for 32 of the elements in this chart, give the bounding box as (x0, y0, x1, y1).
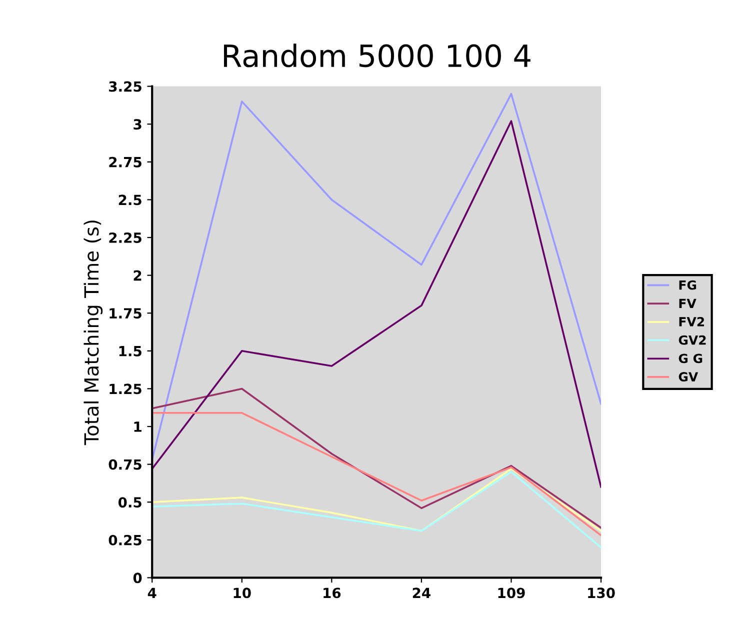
x-tick-label: 130 (588, 588, 615, 598)
y-tick-label: 2.5 (118, 194, 142, 206)
y-tick-label: 0.5 (118, 497, 142, 508)
legend-label: FV (679, 298, 696, 308)
y-tick-label: 2 (134, 270, 142, 281)
line-series (152, 412, 602, 536)
y-tick-label: 1.25 (110, 384, 142, 394)
y-tick-label: 1 (134, 422, 142, 432)
legend-label: GV (678, 372, 698, 382)
line-series (152, 388, 602, 529)
y-tick-label: 3.25 (109, 81, 142, 92)
y-tick-label: 1.75 (110, 308, 142, 319)
x-tick-label: 4 (148, 588, 156, 598)
y-tick-label: 0.25 (108, 534, 142, 546)
y-axis-title: Total Matching Time (s) (84, 220, 103, 446)
chart-title: Random 5000 100 4 (224, 44, 530, 68)
x-tick-label: 109 (498, 588, 525, 598)
x-tick-label: 24 (412, 588, 430, 598)
legend-label: G G (678, 354, 702, 364)
legend-label: GV2 (678, 335, 706, 345)
y-tick-label: 0 (133, 572, 142, 584)
line-series (152, 470, 602, 548)
legend-label: FV2 (679, 317, 704, 326)
y-tick-label: 1.5 (119, 346, 142, 356)
legend-label: FG (679, 280, 696, 290)
line-series (152, 468, 602, 532)
y-tick-label: 3 (134, 119, 142, 130)
y-tick-label: 2.25 (109, 232, 142, 243)
x-tick-label: 16 (324, 588, 341, 598)
y-tick-label: 2.75 (109, 156, 142, 168)
y-tick-label: 0.75 (108, 459, 142, 470)
x-tick-label: 10 (234, 588, 251, 598)
